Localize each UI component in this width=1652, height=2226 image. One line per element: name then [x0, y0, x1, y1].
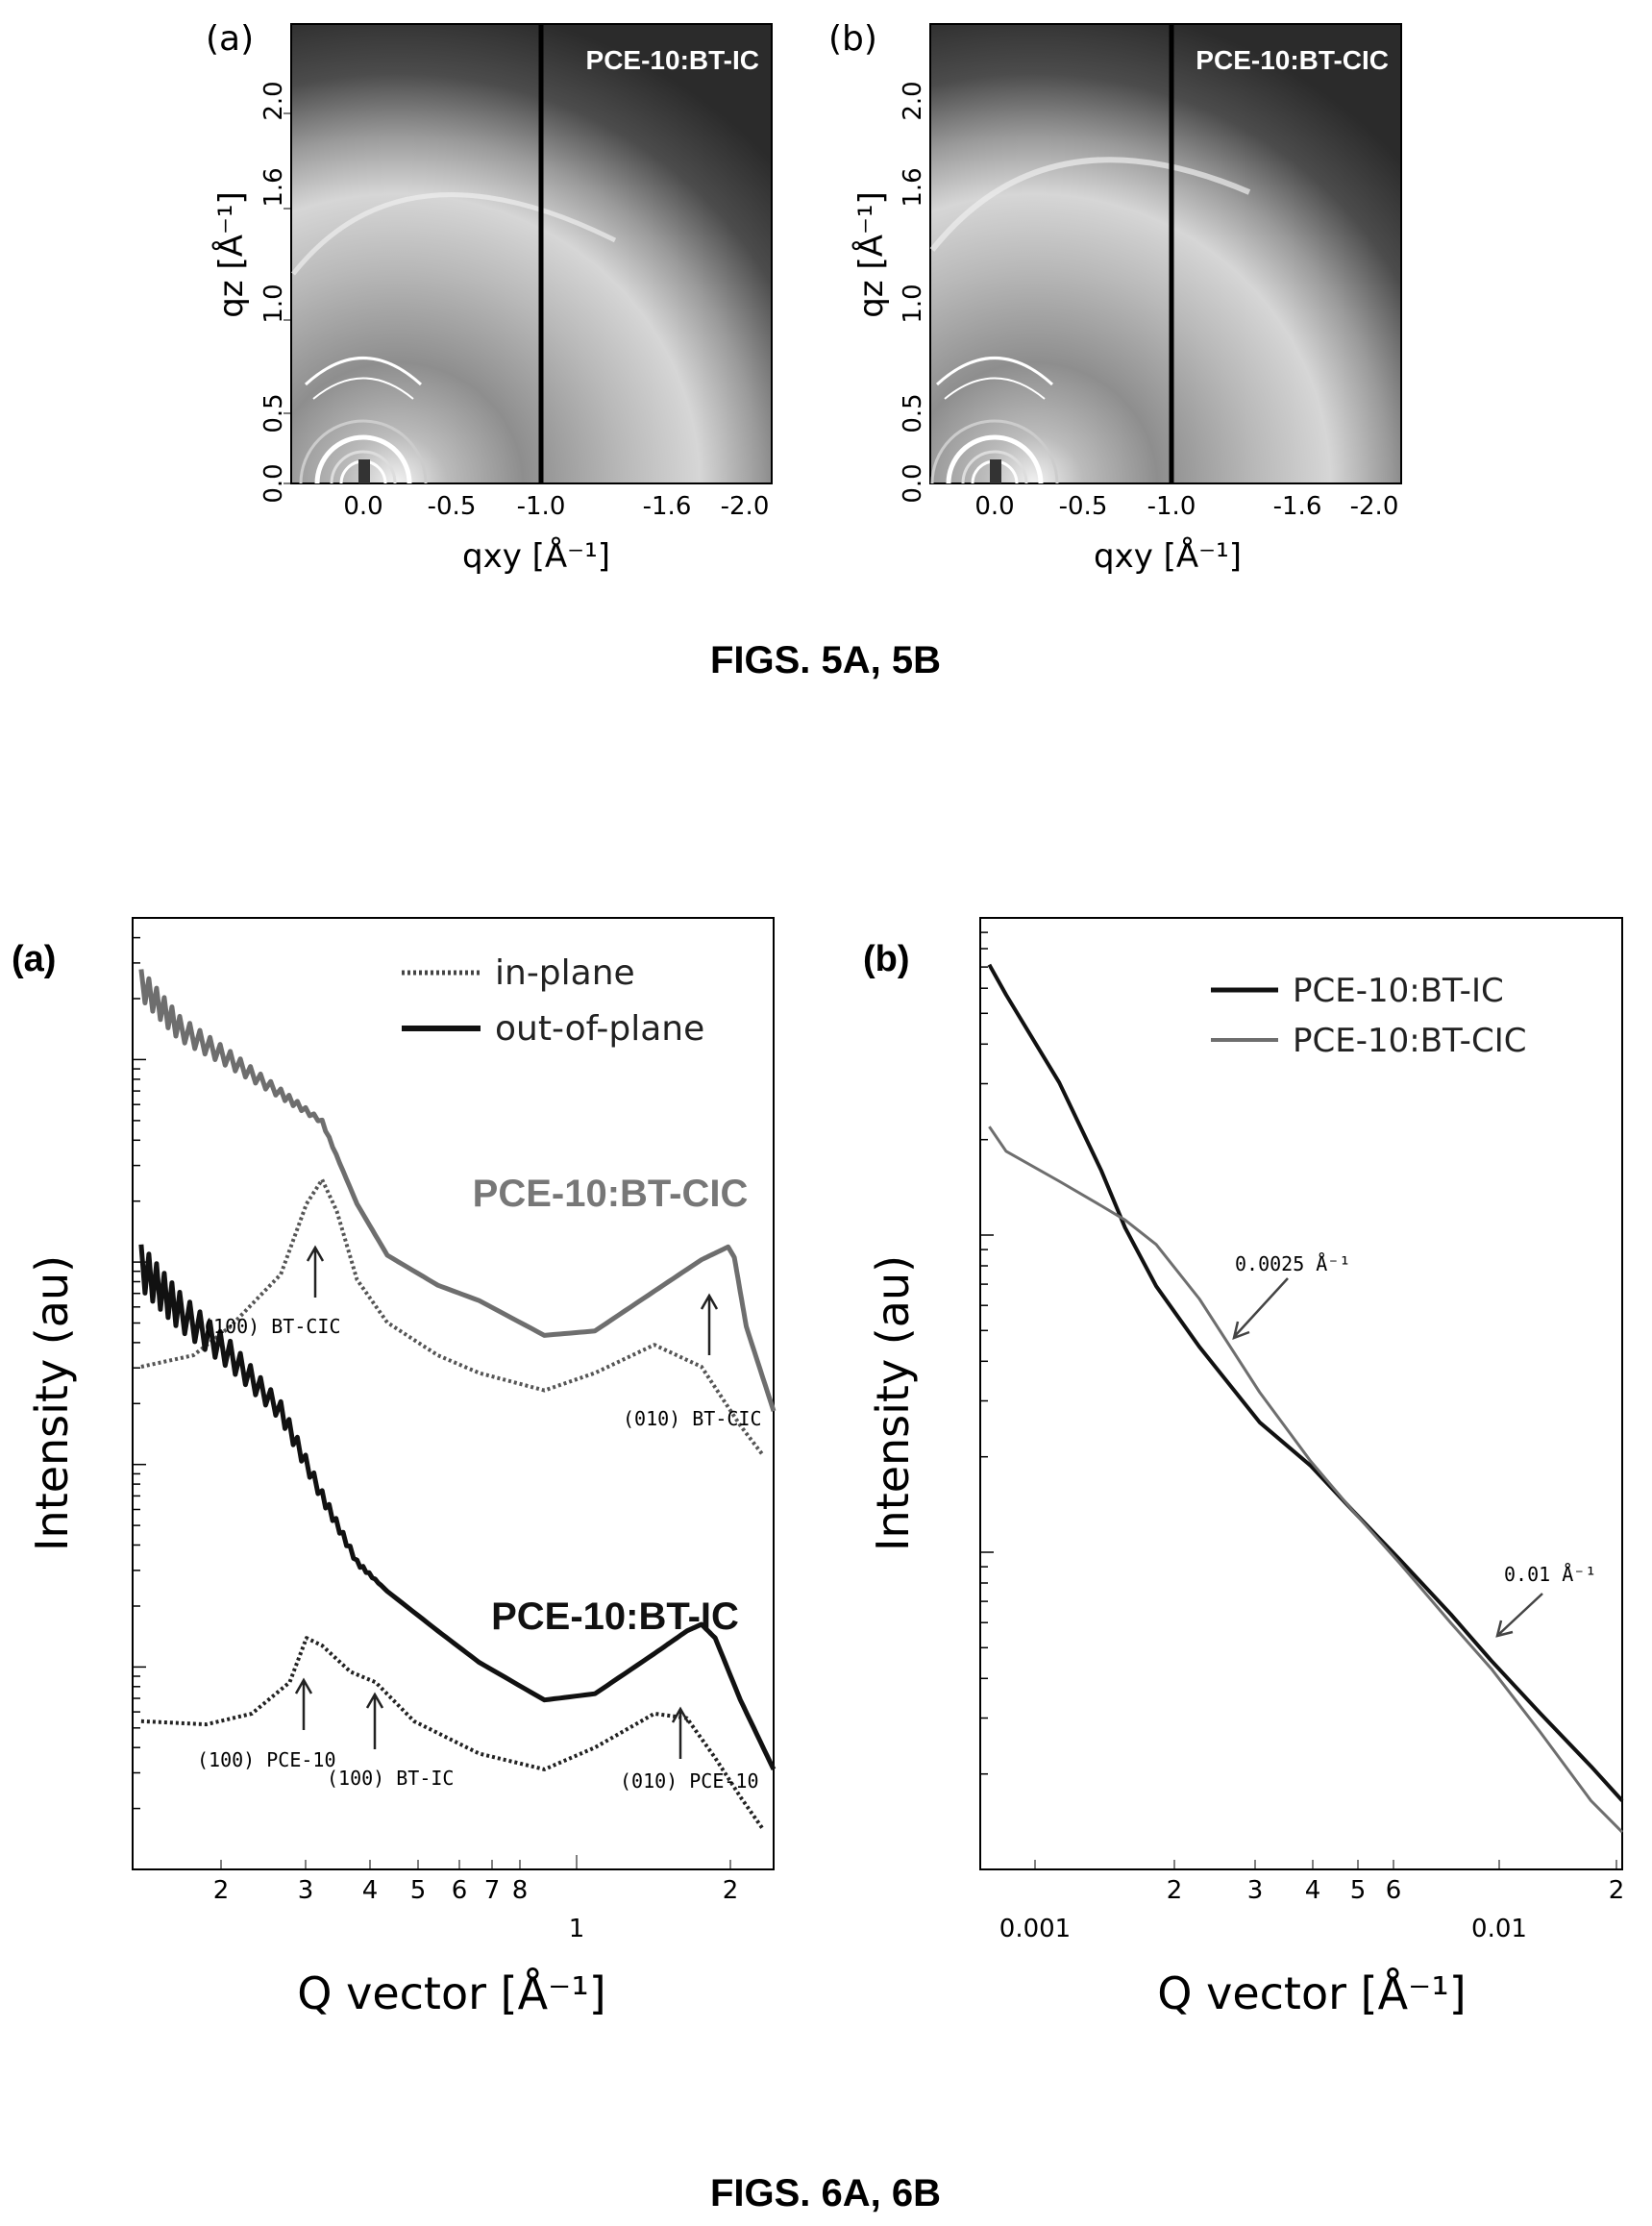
fig5a-x-tick-label: -0.5 — [428, 492, 477, 521]
fig6a-x-tick-label: 1 — [569, 1915, 585, 1943]
fig5b-x-tick-label: -1.0 — [1147, 492, 1196, 521]
fig6a-x-axis-label: Q vector [Å⁻¹] — [297, 1967, 605, 2019]
fig6b-y-minor-ticks — [980, 931, 994, 1870]
fig6a-panel-label: (a) — [12, 939, 56, 979]
fig5b-y-tick-label: 0.5 — [899, 393, 927, 433]
fig6a-annot-cic-010: (010) BT-CIC — [623, 1407, 762, 1430]
fig5a-sample-label: PCE-10:BT-IC — [586, 45, 759, 75]
fig5a-x-tick-label: -1.0 — [517, 492, 566, 521]
fig5b-y-ticks: 0.0 0.5 1.0 1.6 2.0 — [899, 81, 927, 503]
fig6b-y-axis-label: Intensity (au) — [867, 1255, 919, 1551]
fig6b-x-tick-label: 2 — [1609, 1876, 1625, 1905]
fig6b-x-tick-label: 6 — [1386, 1876, 1402, 1905]
fig6a-x-tick-label: 4 — [362, 1876, 379, 1905]
fig6b-x-tick-label: 3 — [1247, 1876, 1264, 1905]
fig6a-sample-bottom: PCE-10:BT-IC — [491, 1595, 739, 1638]
fig5a-y-axis-label: qz [Å⁻¹] — [211, 191, 251, 318]
fig6b-x-tick-label: 0.001 — [999, 1915, 1071, 1943]
fig5b-beamstop — [990, 459, 1001, 483]
fig5a-y-tick-label: 2.0 — [259, 81, 288, 120]
fig5b-y-tick-label: 2.0 — [899, 81, 927, 120]
fig5a-scattering-rings — [291, 192, 617, 484]
series-line-pce-10-bt-ic — [987, 963, 1624, 1802]
series-line-pce-10-bt-ic-in-plane — [140, 1636, 765, 1831]
fig5b-y-tick-label: 0.0 — [899, 463, 927, 503]
fig6a-annot-pce-010: (010) PCE-10 — [620, 1769, 759, 1793]
fig6a-x-tick-label: 2 — [723, 1876, 739, 1905]
fig5b-x-axis-label: qxy [Å⁻¹] — [1094, 536, 1242, 576]
fig5b-x-tick-label: 0.0 — [974, 492, 1014, 521]
fig6a-annot-pce-100: (100) PCE-10 — [197, 1748, 336, 1771]
fig6a-panel: (a) 2 3 4 5 6 7 8 1 2 in-plane — [12, 917, 777, 2019]
fig5b-y-tick-label: 1.0 — [899, 284, 927, 323]
fig6a-y-axis-label: Intensity (au) — [26, 1255, 78, 1551]
fig6a-plot-frame — [132, 917, 775, 1870]
fig6a-y-minor-ticks — [133, 917, 146, 1870]
fig6a-x-tick-label: 2 — [213, 1876, 230, 1905]
fig5a-x-tick-label: 0.0 — [343, 492, 382, 521]
fig5a-beamstop — [358, 459, 370, 483]
fig6a-x-ticks: 2 3 4 5 6 7 8 1 2 — [213, 1855, 739, 1943]
fig6b-x-axis-label: Q vector [Å⁻¹] — [1157, 1967, 1466, 2019]
fig5b-panel-label: (b) — [828, 19, 877, 59]
fig6a-arrows — [294, 1245, 719, 1759]
fig6b-series-group — [987, 963, 1624, 1834]
fig5b-y-tick-label: 1.6 — [899, 167, 927, 207]
fig5a-x-axis-label: qxy [Å⁻¹] — [462, 536, 610, 576]
fig5b-x-ticks: 0.0 -0.5 -1.0 -1.6 -2.0 — [974, 492, 1398, 521]
fig5a-panel: (a) PCE-10:BT-IC 0.0 0.5 1.0 1.6 2.0 qz … — [206, 19, 773, 576]
fig6a-legend: in-plane out-of-plane — [402, 953, 704, 1049]
series-line-pce-10-bt-ic-out-of-plane — [138, 1244, 777, 1770]
fig5b-x-tick-label: -1.6 — [1273, 492, 1322, 521]
fig5b-x-tick-label: -0.5 — [1059, 492, 1108, 521]
series-line-pce-10-bt-cic — [988, 1125, 1624, 1834]
fig6b-x-tick-label: 0.01 — [1471, 1915, 1527, 1943]
fig6a-x-tick-label: 6 — [452, 1876, 468, 1905]
fig5a-y-ticks: 0.0 0.5 1.0 1.6 2.0 — [259, 81, 291, 504]
fig5b-scattering-rings — [929, 157, 1251, 484]
fig5b-x-tick-label: -2.0 — [1350, 492, 1399, 521]
fig6b-x-ticks: 0.001 2 3 4 5 6 0.01 2 — [999, 1860, 1624, 1943]
fig6a-sample-top: PCE-10:BT-CIC — [473, 1173, 749, 1215]
fig6b-legend: PCE-10:BT-IC PCE-10:BT-CIC — [1211, 972, 1526, 1060]
fig5b-sample-label: PCE-10:BT-CIC — [1196, 45, 1389, 75]
fig6b-annot-0p01: 0.01 Å⁻¹ — [1504, 1563, 1596, 1586]
fig6b-arrows — [1232, 1277, 1543, 1638]
fig5b-panel: (b) PCE-10:BT-CIC 0.0 0.5 1.0 1.6 2.0 qz… — [828, 19, 1402, 576]
fig6a-annot-cic-100: (100) BT-CIC — [202, 1315, 341, 1338]
fig6a-annot-btic-100: (100) BT-IC — [327, 1767, 454, 1790]
fig6b-plot-frame — [979, 917, 1623, 1870]
series-line-pce-10-bt-cic-in-plane — [140, 1177, 765, 1457]
fig6a-series-group — [138, 969, 777, 1831]
fig6a-x-tick-label: 7 — [484, 1876, 501, 1905]
legend-out-of-plane-label: out-of-plane — [495, 1009, 704, 1049]
fig5a-y-tick-label: 0.5 — [259, 393, 288, 433]
fig5b-detector-image — [929, 23, 1402, 484]
fig5a-detector-image — [290, 23, 773, 484]
series-line-pce-10-bt-cic-out-of-plane — [138, 969, 777, 1412]
fig5-caption: FIGS. 5A, 5B — [710, 639, 941, 681]
fig6b-panel-label: (b) — [863, 939, 910, 979]
fig6b-panel: (b) 0.001 2 3 4 5 6 0.01 2 PCE-10:BT-IC — [863, 917, 1624, 2019]
fig5b-y-axis-label: qz [Å⁻¹] — [851, 191, 891, 318]
fig6b-x-tick-label: 5 — [1350, 1876, 1367, 1905]
legend-in-plane-label: in-plane — [495, 953, 635, 993]
fig6a-x-tick-label: 5 — [410, 1876, 427, 1905]
fig6a-x-tick-label: 8 — [512, 1876, 529, 1905]
fig6b-x-tick-label: 4 — [1305, 1876, 1321, 1905]
fig5a-y-tick-label: 0.0 — [259, 463, 288, 503]
fig5a-y-tick-label: 1.6 — [259, 167, 288, 207]
fig5a-x-ticks: 0.0 -0.5 -1.0 -1.6 -2.0 — [343, 492, 769, 521]
fig6-caption: FIGS. 6A, 6B — [710, 2172, 941, 2214]
fig5a-x-tick-label: -2.0 — [721, 492, 770, 521]
legend-btic-label: PCE-10:BT-IC — [1293, 972, 1504, 1010]
fig6a-x-tick-label: 3 — [298, 1876, 314, 1905]
legend-btcic-label: PCE-10:BT-CIC — [1293, 1022, 1526, 1060]
fig6b-x-tick-label: 2 — [1167, 1876, 1183, 1905]
fig6b-annot-0p0025: 0.0025 Å⁻¹ — [1235, 1252, 1350, 1275]
fig5a-panel-label: (a) — [206, 19, 254, 59]
fig5a-x-tick-label: -1.6 — [643, 492, 692, 521]
fig5a-y-tick-label: 1.0 — [259, 284, 288, 323]
